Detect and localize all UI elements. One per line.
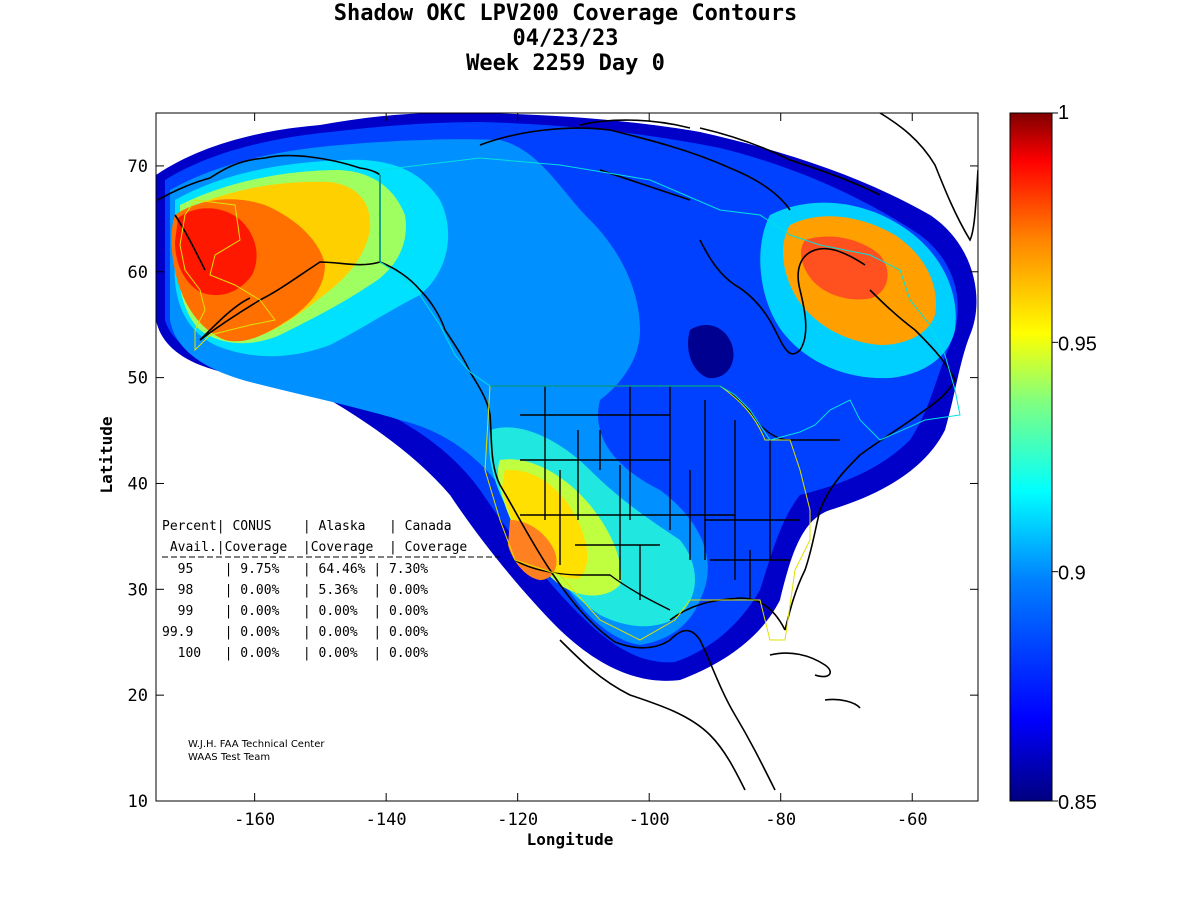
y-tick-label: 60: [128, 263, 148, 283]
y-tick-label: 70: [128, 157, 148, 177]
x-tick-label: -80: [765, 810, 796, 830]
canada-service-area: [379, 157, 961, 441]
y-tick-label: 10: [128, 792, 148, 812]
us-mexico-border: [514, 559, 671, 611]
contour-conus-0950: [502, 469, 588, 579]
conus-service-area: [484, 385, 811, 641]
alaska-service-area: [179, 199, 276, 352]
contour-darkspot: [688, 325, 734, 379]
state-lines: [520, 386, 800, 600]
north-america-coast: [444, 289, 956, 791]
colorbar-gradient: [1009, 112, 1053, 802]
table-header-2: Avail.|Coverage |Coverage | Coverage: [162, 540, 467, 555]
x-tick-label: -140: [366, 810, 407, 830]
table-row: 98 | 0.00% | 5.36% | 0.00%: [162, 583, 428, 598]
title-line-3: Week 2259 Day 0: [466, 51, 665, 76]
arctic-islands: [479, 119, 881, 211]
colorbar-label: 0.85: [1058, 792, 1097, 814]
table-row: 99 | 0.00% | 0.00% | 0.00%: [162, 604, 428, 619]
x-axis-title: Longitude: [527, 830, 614, 849]
x-tick-label: -100: [629, 810, 670, 830]
coverage-table: Percent| CONUS | Alaska | Canada Avail.|…: [162, 519, 500, 661]
service-areas: [179, 157, 961, 641]
y-axis: 70 60 50 40 30 20 10: [128, 157, 978, 812]
table-row: 99.9 | 0.00% | 0.00% | 0.00%: [162, 625, 428, 640]
y-tick-label: 30: [128, 580, 148, 600]
mexico-central: [559, 639, 746, 791]
greenland: [879, 113, 978, 242]
table-row: 95 | 9.75% | 64.46% | 7.30%: [162, 562, 428, 577]
table-header-1: Percent| CONUS | Alaska | Canada: [162, 519, 452, 534]
coastlines: [157, 113, 978, 791]
y-tick-label: 50: [128, 369, 148, 389]
alaska-coast: [157, 154, 446, 341]
caribbean: [769, 652, 861, 709]
colorbar: 1 0.95 0.9 0.85: [1009, 102, 1097, 814]
credit-line-2: WAAS Test Team: [188, 752, 270, 763]
y-tick-label: 40: [128, 474, 148, 494]
credit-line-1: W.J.H. FAA Technical Center: [188, 739, 325, 750]
x-tick-label: -120: [497, 810, 538, 830]
title-line-1: Shadow OKC LPV200 Coverage Contours: [333, 1, 798, 26]
colorbar-label: 1: [1058, 102, 1069, 124]
contour-canada-east-0970: [800, 236, 888, 300]
x-tick-label: -60: [897, 810, 928, 830]
y-axis-title: Latitude: [97, 416, 116, 493]
title-line-2: 04/23/23: [512, 26, 619, 51]
contour-conus-0970: [508, 520, 557, 580]
colorbar-label: 0.9: [1058, 563, 1086, 585]
hudson-bay-coast: [699, 239, 866, 355]
x-tick-label: -160: [234, 810, 275, 830]
plot-frame: [155, 112, 979, 802]
x-axis: -160 -140 -120 -100 -80 -60: [234, 113, 928, 830]
contour-0990: [175, 208, 257, 296]
coverage-contours: [156, 113, 977, 681]
table-row: 100 | 0.00% | 0.00% | 0.00%: [162, 646, 428, 661]
y-tick-label: 20: [128, 686, 148, 706]
colorbar-label: 0.95: [1058, 333, 1097, 355]
